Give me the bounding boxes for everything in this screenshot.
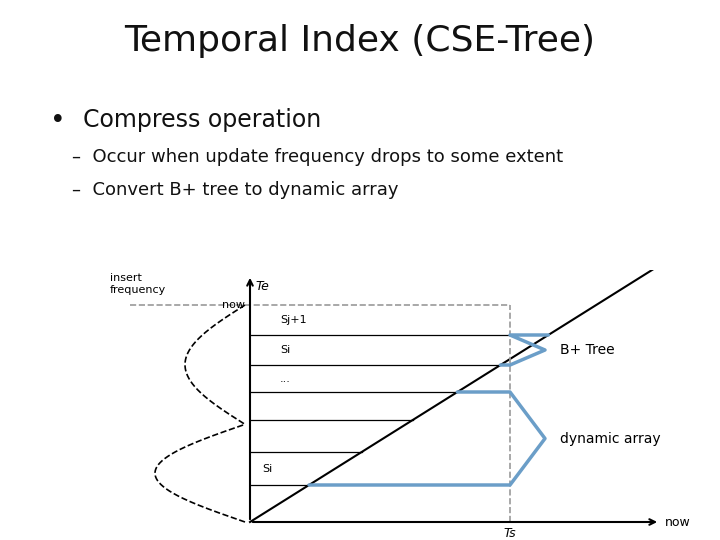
Text: dynamic array: dynamic array bbox=[560, 431, 661, 446]
Text: Ts: Ts bbox=[504, 527, 516, 540]
Text: •: • bbox=[50, 108, 66, 134]
Text: Temporal Index (CSE-Tree): Temporal Index (CSE-Tree) bbox=[125, 24, 595, 58]
Text: Compress operation: Compress operation bbox=[83, 108, 321, 132]
Text: B+ Tree: B+ Tree bbox=[560, 343, 615, 357]
Text: –  Convert B+ tree to dynamic array: – Convert B+ tree to dynamic array bbox=[72, 181, 398, 199]
Text: Sj+1: Sj+1 bbox=[280, 315, 307, 325]
Text: insert
frequency: insert frequency bbox=[110, 273, 166, 295]
Text: now: now bbox=[665, 516, 690, 529]
Text: Te: Te bbox=[255, 280, 269, 293]
Text: Si: Si bbox=[280, 345, 290, 355]
Text: ...: ... bbox=[280, 374, 291, 383]
Text: –  Occur when update frequency drops to some extent: – Occur when update frequency drops to s… bbox=[72, 148, 563, 166]
Text: now: now bbox=[222, 300, 245, 310]
Text: Si: Si bbox=[262, 463, 272, 474]
